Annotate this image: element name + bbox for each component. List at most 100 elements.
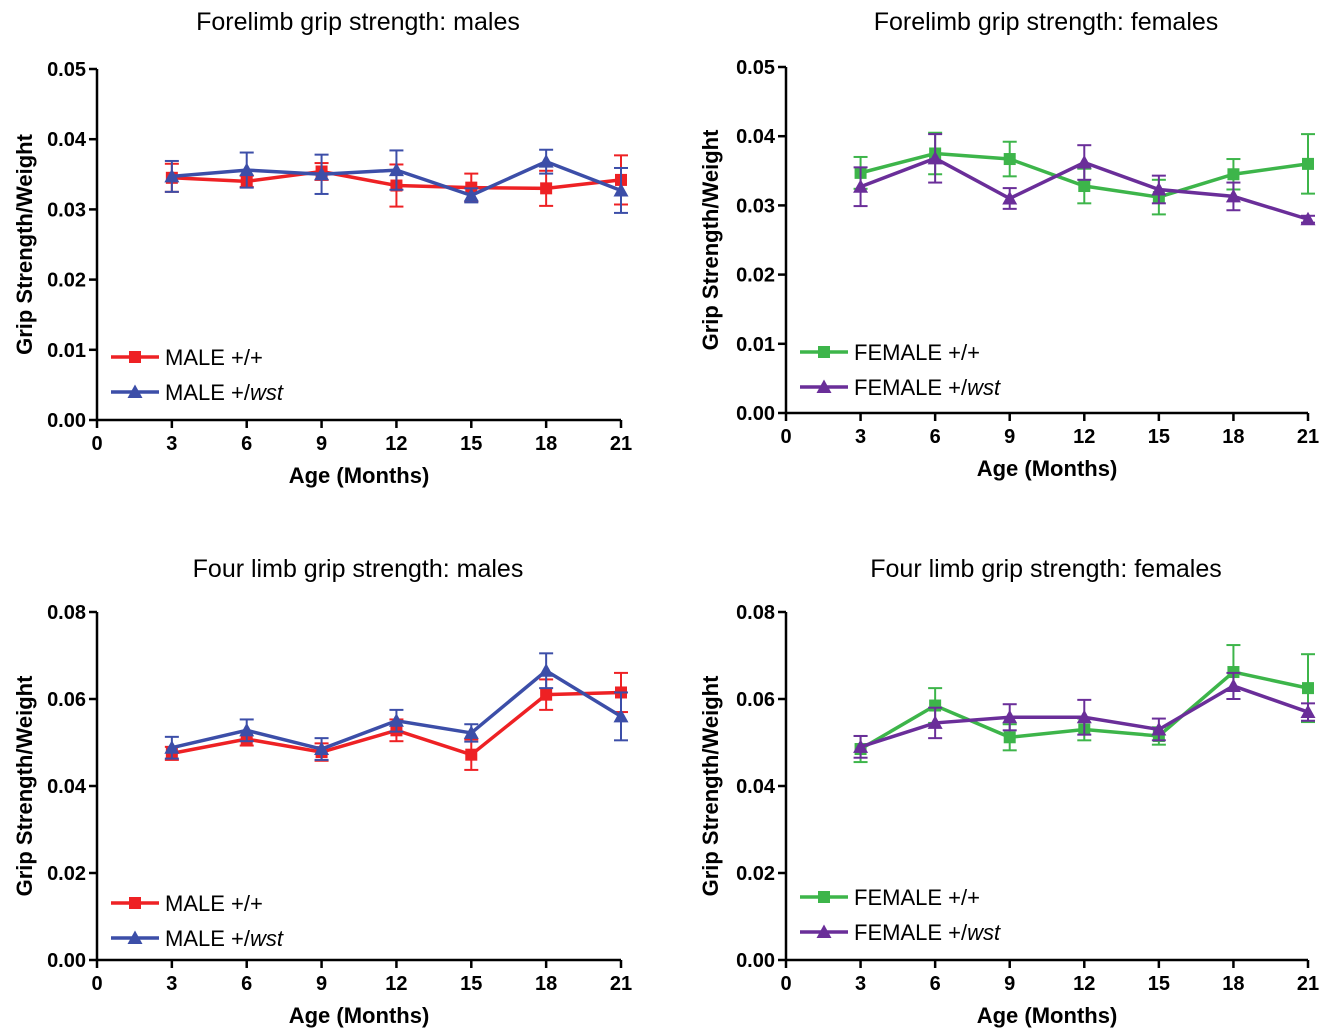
y-tick-label: 0.05 — [736, 57, 775, 79]
x-tick-label: 3 — [855, 426, 866, 448]
y-tick-label: 0.06 — [736, 689, 775, 711]
x-tick-label: 6 — [241, 433, 252, 455]
y-tick-label: 0.03 — [47, 199, 86, 221]
x-tick-label: 18 — [535, 433, 557, 455]
legend-label: FEMALE +/wst — [854, 375, 1001, 400]
x-tick-label: 21 — [610, 433, 632, 455]
y-axis-label: Grip Strength/Weight — [698, 675, 723, 896]
y-tick-label: 0.02 — [47, 270, 86, 292]
x-tick-label: 15 — [460, 973, 482, 995]
x-tick-label: 15 — [460, 433, 482, 455]
legend-marker — [818, 891, 830, 903]
series-triangle — [853, 673, 1315, 758]
legend-label: MALE +/wst — [165, 926, 284, 951]
x-tick-label: 9 — [1004, 973, 1015, 995]
x-tick-label: 6 — [241, 973, 252, 995]
chart-title: Forelimb grip strength: males — [196, 8, 520, 36]
y-tick-label: 0.02 — [736, 265, 775, 287]
x-tick-label: 21 — [1297, 973, 1319, 995]
series-triangle — [164, 653, 628, 760]
y-tick-label: 0.00 — [47, 410, 86, 432]
x-axis-label: Age (Months) — [289, 463, 430, 488]
data-point — [1077, 155, 1092, 169]
data-point — [1302, 682, 1314, 694]
x-axis-label: Age (Months) — [977, 1003, 1118, 1028]
panel-1: Forelimb grip strength: males 0.00 0.01 0.0… — [12, 8, 632, 488]
chart-title: Four limb grip strength: males — [193, 555, 524, 583]
y-tick-label: 0.04 — [736, 776, 776, 798]
legend-label: FEMALE +/+ — [854, 340, 980, 365]
x-tick-label: 21 — [610, 973, 632, 995]
data-point — [1004, 153, 1016, 165]
chart-title: Four limb grip strength: females — [870, 555, 1222, 583]
y-tick-label: 0.06 — [47, 689, 86, 711]
x-tick-label: 0 — [91, 433, 102, 455]
legend-label: MALE +/+ — [165, 345, 263, 370]
legend-entry: FEMALE +/+ — [800, 885, 980, 910]
legend-entry: MALE +/+ — [111, 345, 263, 370]
data-point — [1302, 158, 1314, 170]
data-point — [1004, 731, 1016, 743]
y-tick-label: 0.08 — [47, 602, 86, 624]
y-axis-label: Grip Strength/Weight — [698, 129, 723, 350]
data-point — [540, 689, 552, 701]
legend-marker — [129, 351, 141, 363]
y-axis-label: Grip Strength/Weight — [12, 675, 37, 896]
data-point — [540, 182, 552, 194]
y-axis-label: Grip Strength/Weight — [12, 133, 37, 354]
legend-label: FEMALE +/+ — [854, 885, 980, 910]
y-tick-label: 0.03 — [736, 195, 775, 217]
x-axis-label: Age (Months) — [977, 456, 1118, 481]
legend-marker — [818, 346, 830, 358]
x-tick-label: 3 — [166, 433, 177, 455]
x-tick-label: 0 — [780, 426, 791, 448]
x-tick-label: 18 — [1222, 973, 1244, 995]
y-tick-label: 0.00 — [47, 950, 86, 972]
x-tick-label: 9 — [316, 973, 327, 995]
data-point — [1226, 678, 1241, 692]
x-tick-label: 18 — [535, 973, 557, 995]
legend-label: MALE +/wst — [165, 380, 284, 405]
x-tick-label: 12 — [385, 433, 407, 455]
x-tick-label: 15 — [1148, 426, 1170, 448]
y-tick-label: 0.00 — [736, 950, 775, 972]
x-tick-label: 6 — [930, 973, 941, 995]
x-tick-label: 9 — [316, 433, 327, 455]
data-point — [465, 749, 477, 761]
x-tick-label: 3 — [855, 973, 866, 995]
data-point — [239, 723, 254, 737]
data-point — [614, 709, 629, 723]
x-tick-label: 0 — [91, 973, 102, 995]
x-tick-label: 21 — [1297, 426, 1319, 448]
y-tick-label: 0.04 — [47, 129, 87, 151]
x-tick-label: 12 — [1073, 973, 1095, 995]
y-tick-label: 0.00 — [736, 403, 775, 425]
legend-marker — [129, 897, 141, 909]
data-point — [1078, 180, 1090, 192]
legend-entry: FEMALE +/wst — [800, 375, 1001, 400]
x-tick-label: 9 — [1004, 426, 1015, 448]
y-tick-label: 0.04 — [736, 126, 776, 148]
y-tick-label: 0.04 — [47, 776, 87, 798]
x-tick-label: 15 — [1148, 973, 1170, 995]
y-tick-label: 0.02 — [736, 863, 775, 885]
data-point — [1227, 168, 1239, 180]
panel-2: Forelimb grip strength: females 0.00 0.01 0… — [698, 8, 1319, 481]
x-tick-label: 3 — [166, 973, 177, 995]
legend-entry: MALE +/+ — [111, 891, 263, 916]
x-tick-label: 12 — [1073, 426, 1095, 448]
x-tick-label: 0 — [780, 973, 791, 995]
data-point — [539, 663, 554, 677]
series-triangle — [853, 134, 1315, 225]
chart-title: Forelimb grip strength: females — [874, 8, 1219, 36]
y-tick-label: 0.02 — [47, 863, 86, 885]
x-tick-label: 18 — [1222, 426, 1244, 448]
y-tick-label: 0.01 — [736, 334, 775, 356]
x-axis-label: Age (Months) — [289, 1003, 430, 1028]
y-tick-label: 0.05 — [47, 59, 86, 81]
panel-4: Four limb grip strength: females 0.00 0.02… — [698, 555, 1319, 1028]
x-tick-label: 6 — [930, 426, 941, 448]
legend-entry: MALE +/wst — [111, 926, 284, 951]
y-tick-label: 0.08 — [736, 602, 775, 624]
